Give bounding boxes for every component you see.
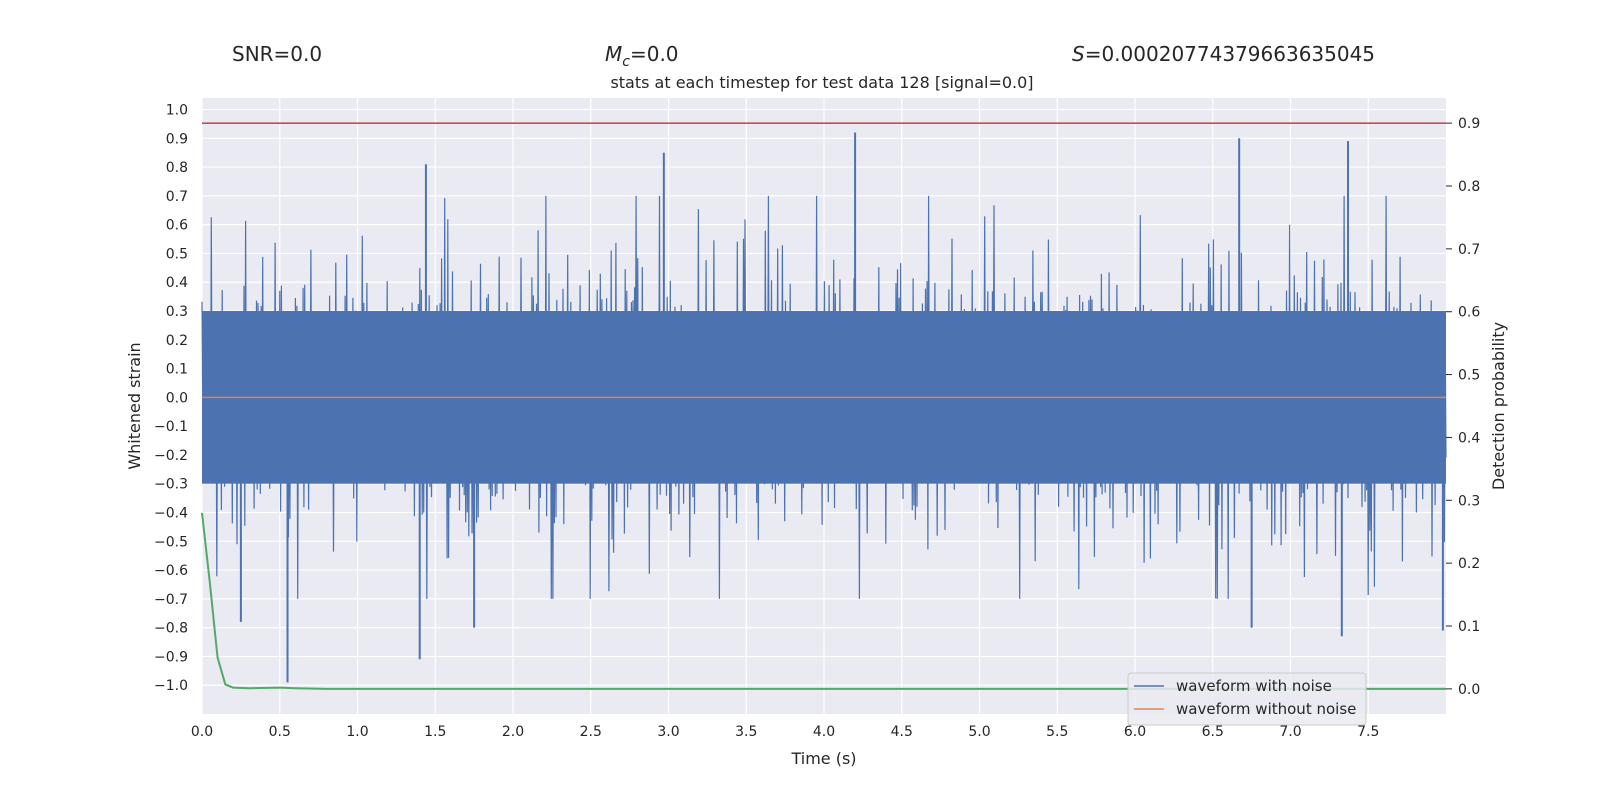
y-tick-label: −0.9 <box>154 649 188 665</box>
x-tick-label: 3.5 <box>735 724 757 740</box>
y2-tick-label: 0.5 <box>1458 368 1480 384</box>
y2-tick-label: 0.0 <box>1458 682 1480 698</box>
y-tick-label: 0.7 <box>166 189 188 205</box>
x-tick-label: 4.5 <box>891 724 913 740</box>
y-tick-label: −0.4 <box>154 506 188 522</box>
series-detection-probability <box>201 512 1446 690</box>
y-tick-labels: 1.0 0.9 0.8 0.7 0.6 0.5 0.4 0.3 0.2 0.1 0.0 −0.1 −0.… <box>154 103 188 695</box>
y-tick-label: −0.1 <box>154 419 188 435</box>
y-tick-label: 0.0 <box>166 390 188 406</box>
y2-tick-label: 0.7 <box>1458 242 1480 258</box>
y2-tick-labels: 0.9 0.8 0.7 0.6 0.5 0.4 0.3 0.2 0.1 0.0 <box>1446 116 1480 698</box>
x-tick-label: 7.5 <box>1357 724 1379 740</box>
chirp-mass-symbol: M <box>605 42 622 66</box>
legend: waveform with noise waveform without noi… <box>1127 672 1367 726</box>
x-tick-label: 0.0 <box>191 724 213 740</box>
x-tick-label: 1.5 <box>424 724 446 740</box>
y-tick-label: 0.5 <box>166 246 188 262</box>
y2-tick-label: 0.8 <box>1458 179 1480 195</box>
y-tick-label: −0.8 <box>154 621 188 637</box>
x-tick-label: 6.0 <box>1124 724 1146 740</box>
y2-tick-label: 0.3 <box>1458 493 1480 509</box>
x-tick-label: 7.0 <box>1279 724 1301 740</box>
legend-box <box>1127 672 1367 726</box>
legend-label-without-noise: waveform without noise <box>1176 700 1356 718</box>
y-tick-label: 0.6 <box>166 218 188 234</box>
chirp-mass-subscript: c <box>622 54 630 70</box>
y2-tick-label: 0.4 <box>1458 430 1480 446</box>
y-tick-label: 0.2 <box>166 333 188 349</box>
chirp-mass-label: Mc=0.0 <box>605 42 679 70</box>
x-tick-label: 2.5 <box>580 724 602 740</box>
x-tick-label: 4.0 <box>813 724 835 740</box>
y-tick-label: −1.0 <box>154 678 188 694</box>
y-tick-label: 0.3 <box>166 304 188 320</box>
detection-probability-line <box>201 512 1446 690</box>
x-tick-label: 2.0 <box>502 724 524 740</box>
y-tick-label: 1.0 <box>166 103 188 119</box>
y-tick-label: 0.1 <box>166 362 188 378</box>
y-tick-label: −0.7 <box>154 592 188 608</box>
y2-tick-label: 0.1 <box>1458 619 1480 635</box>
legend-label-with-noise: waveform with noise <box>1176 677 1332 695</box>
snr-label: SNR=0.0 <box>232 42 322 66</box>
y-tick-label: −0.3 <box>154 477 188 493</box>
x-tick-labels: 0.0 0.5 1.0 1.5 2.0 2.5 3.0 3.5 4.0 4.5 5.0 5.5 6.0 6… <box>191 724 1380 740</box>
y-tick-label: −0.6 <box>154 563 188 579</box>
y-tick-label: 0.8 <box>166 160 188 176</box>
y2-axis-label: Detection probability <box>1489 322 1508 490</box>
y-tick-label: −0.5 <box>154 534 188 550</box>
s-stat-label: S=0.00020774379663635045 <box>1072 42 1375 66</box>
x-tick-label: 3.0 <box>657 724 679 740</box>
y-tick-label: 0.9 <box>166 131 188 147</box>
x-tick-label: 5.5 <box>1046 724 1068 740</box>
y2-tick-label: 0.6 <box>1458 305 1480 321</box>
x-tick-label: 5.0 <box>968 724 990 740</box>
y2-tick-label: 0.9 <box>1458 116 1480 132</box>
chirp-mass-value: =0.0 <box>630 42 679 66</box>
chart-title: stats at each timestep for test data 128… <box>610 73 1033 92</box>
x-tick-label: 6.5 <box>1202 724 1224 740</box>
y-axis-label: Whitened strain <box>125 342 144 469</box>
x-axis-label: Time (s) <box>790 749 856 768</box>
y-tick-label: 0.4 <box>166 275 188 291</box>
x-tick-label: 0.5 <box>269 724 291 740</box>
s-stat-symbol: S <box>1072 42 1085 66</box>
y2-tick-label: 0.2 <box>1458 556 1480 572</box>
y-tick-label: −0.2 <box>154 448 188 464</box>
s-stat-value: =0.00020774379663635045 <box>1085 42 1375 66</box>
x-tick-label: 1.0 <box>346 724 368 740</box>
